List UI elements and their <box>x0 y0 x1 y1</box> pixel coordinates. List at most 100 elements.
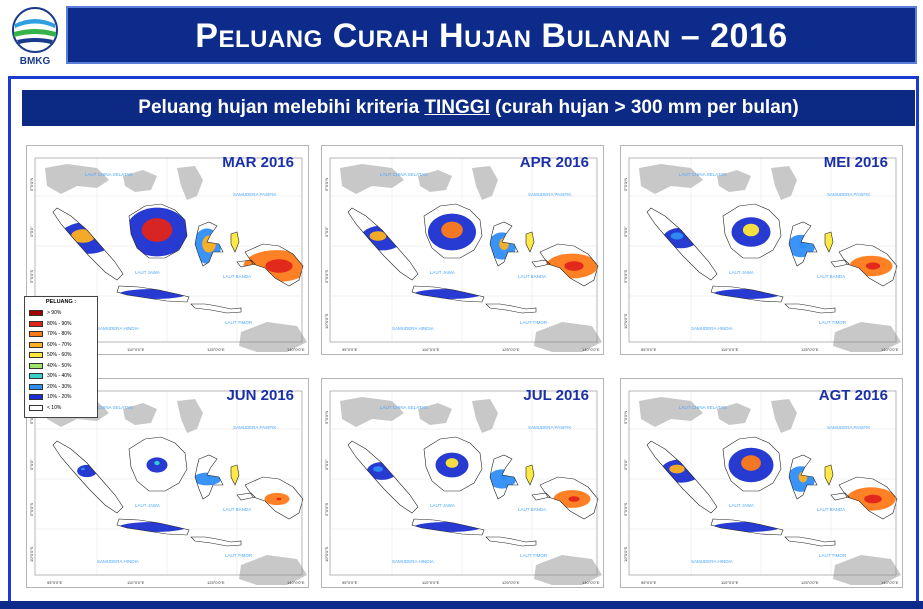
legend-item: 20% - 30% <box>29 383 71 391</box>
lat-tick: 10°0'0"S <box>324 313 329 329</box>
legend-item: 70% - 80% <box>29 330 71 338</box>
header: BMKG Peluang Curah Hujan Bulanan – 2016 <box>0 0 923 72</box>
title-bar: Peluang Curah Hujan Bulanan – 2016 <box>66 6 917 64</box>
lon-tick: 95°0'0"E <box>342 580 358 585</box>
legend-label: 60% - 70% <box>47 341 72 348</box>
legend-swatch <box>29 404 43 411</box>
map-svg: LAUT CHINA SELATAN SAMUDERA PASIFIK LAUT J… <box>322 379 603 587</box>
sea-label: LAUT TIMOR <box>520 553 548 558</box>
bottom-strip <box>0 601 923 609</box>
bmkg-logo: BMKG <box>8 4 62 68</box>
legend: PELUANG : > 90% 80% - 90% 70% - 80% 60% - 7… <box>24 296 98 418</box>
map-svg: LAUT CHINA SELATAN SAMUDERA PASIFIK LAUT J… <box>322 146 603 354</box>
legend-swatch <box>29 383 43 390</box>
legend-item: 60% - 70% <box>29 341 71 349</box>
sea-label: LAUT CHINA SELATAN <box>679 172 727 177</box>
sea-label: LAUT CHINA SELATAN <box>679 405 727 410</box>
sea-label: LAUT JAWA <box>729 270 754 275</box>
sea-label: LAUT JAWA <box>135 503 160 508</box>
lat-tick: 5°0'0"S <box>324 503 329 516</box>
sea-label: LAUT TIMOR <box>819 320 847 325</box>
lon-tick: 110°0'0"E <box>721 347 739 352</box>
sea-label: LAUT BANDA <box>817 274 845 279</box>
sea-label: SAMUDERA HINDIA <box>392 559 434 564</box>
lon-tick: 95°0'0"E <box>342 347 358 352</box>
lat-tick: 0°0'0" <box>623 226 628 237</box>
sea-label: SAMUDERA HINDIA <box>691 559 733 564</box>
month-label: MEI 2016 <box>823 154 888 171</box>
lon-tick: 110°0'0"E <box>422 580 440 585</box>
month-label: MAR 2016 <box>222 154 294 171</box>
legend-swatch <box>29 331 43 337</box>
sea-label: SAMUDERA PASIFIK <box>528 425 571 430</box>
sea-label: LAUT BANDA <box>518 274 546 279</box>
subtitle-emphasis: TINGGI <box>424 97 490 118</box>
legend-item: 10% - 20% <box>29 393 71 401</box>
lat-tick: 5°0'0"S <box>324 270 329 283</box>
lon-tick: 95°0'0"E <box>47 580 63 585</box>
lon-tick: 125°0'0"E <box>801 347 819 352</box>
map-svg: LAUT CHINA SELATAN SAMUDERA PASIFIK LAUT J… <box>621 146 902 354</box>
lat-tick: 10°0'0"S <box>623 313 628 329</box>
sea-label: LAUT BANDA <box>223 274 251 279</box>
legend-label: 20% - 30% <box>47 383 72 390</box>
lon-tick: 110°0'0"E <box>721 580 739 585</box>
sea-label: SAMUDERA PASIFIK <box>233 425 276 430</box>
lat-tick: 5°0'0"N <box>623 178 628 191</box>
map-svg: LAUT CHINA SELATAN SAMUDERA PASIFIK LAUT J… <box>27 379 308 587</box>
sea-label: LAUT BANDA <box>518 507 546 512</box>
subtitle: Peluang hujan melebihi kriteria TINGGI (… <box>22 90 915 126</box>
legend-item: 50% - 60% <box>29 351 71 359</box>
sea-label: SAMUDERA PASIFIK <box>827 425 870 430</box>
sea-label: LAUT BANDA <box>223 507 251 512</box>
lat-tick: 5°0'0"S <box>623 270 628 283</box>
sea-label: LAUT JAWA <box>430 270 455 275</box>
lon-tick: 125°0'0"E <box>502 347 520 352</box>
legend-label: 30% - 40% <box>47 373 72 379</box>
map-panel-3: LAUT CHINA SELATAN SAMUDERA PASIFIK LAUT J… <box>620 145 903 355</box>
legend-label: 80% - 90% <box>47 320 72 327</box>
lat-tick: 0°0'0" <box>324 226 329 237</box>
page-title: Peluang Curah Hujan Bulanan – 2016 <box>195 17 788 55</box>
sea-label: LAUT TIMOR <box>819 553 847 558</box>
sea-label: LAUT JAWA <box>430 503 455 508</box>
lat-tick: 10°0'0"S <box>623 546 628 562</box>
lon-tick: 140°0'0"E <box>287 580 305 585</box>
legend-label: 50% - 60% <box>47 352 72 358</box>
lon-tick: 140°0'0"E <box>287 347 305 352</box>
subtitle-suffix: (curah hujan > 300 mm per bulan) <box>489 97 799 118</box>
legend-swatch <box>29 341 43 348</box>
lon-tick: 95°0'0"E <box>641 347 657 352</box>
subtitle-bar: Peluang hujan melebihi kriteria TINGGI (… <box>22 90 915 126</box>
month-label: AGT 2016 <box>818 387 888 404</box>
legend-label: > 90% <box>47 310 62 316</box>
lat-tick: 5°0'0"S <box>29 503 34 516</box>
logo-text: BMKG <box>19 56 51 67</box>
sea-label: LAUT CHINA SELATAN <box>380 172 428 177</box>
lat-tick: 0°0'0" <box>623 459 628 470</box>
lat-tick: 0°0'0" <box>29 459 34 470</box>
lat-tick: 0°0'0" <box>29 226 34 237</box>
sea-label: LAUT JAWA <box>135 270 160 275</box>
lat-tick: 10°0'0"S <box>29 546 34 562</box>
legend-label: 10% - 20% <box>47 394 72 400</box>
sea-label: LAUT JAWA <box>729 503 754 508</box>
legend-item: < 10% <box>29 404 61 412</box>
legend-swatch <box>29 394 43 400</box>
month-label: JUN 2016 <box>226 387 294 404</box>
map-panel-5: LAUT CHINA SELATAN SAMUDERA PASIFIK LAUT J… <box>321 378 604 588</box>
legend-item: 40% - 50% <box>29 362 71 370</box>
lon-tick: 140°0'0"E <box>582 347 600 352</box>
lat-tick: 0°0'0" <box>324 459 329 470</box>
sea-label: LAUT TIMOR <box>520 320 548 325</box>
lon-tick: 140°0'0"E <box>582 580 600 585</box>
sea-label: SAMUDERA HINDIA <box>97 326 139 331</box>
sea-label: SAMUDERA HINDIA <box>691 326 733 331</box>
legend-swatch <box>29 310 43 316</box>
legend-label: 70% - 80% <box>47 331 72 337</box>
subtitle-prefix: Peluang hujan melebihi kriteria <box>138 97 425 118</box>
lat-tick: 5°0'0"N <box>324 178 329 191</box>
lon-tick: 125°0'0"E <box>207 580 225 585</box>
lat-tick: 5°0'0"N <box>29 178 34 191</box>
month-label: APR 2016 <box>519 154 589 171</box>
